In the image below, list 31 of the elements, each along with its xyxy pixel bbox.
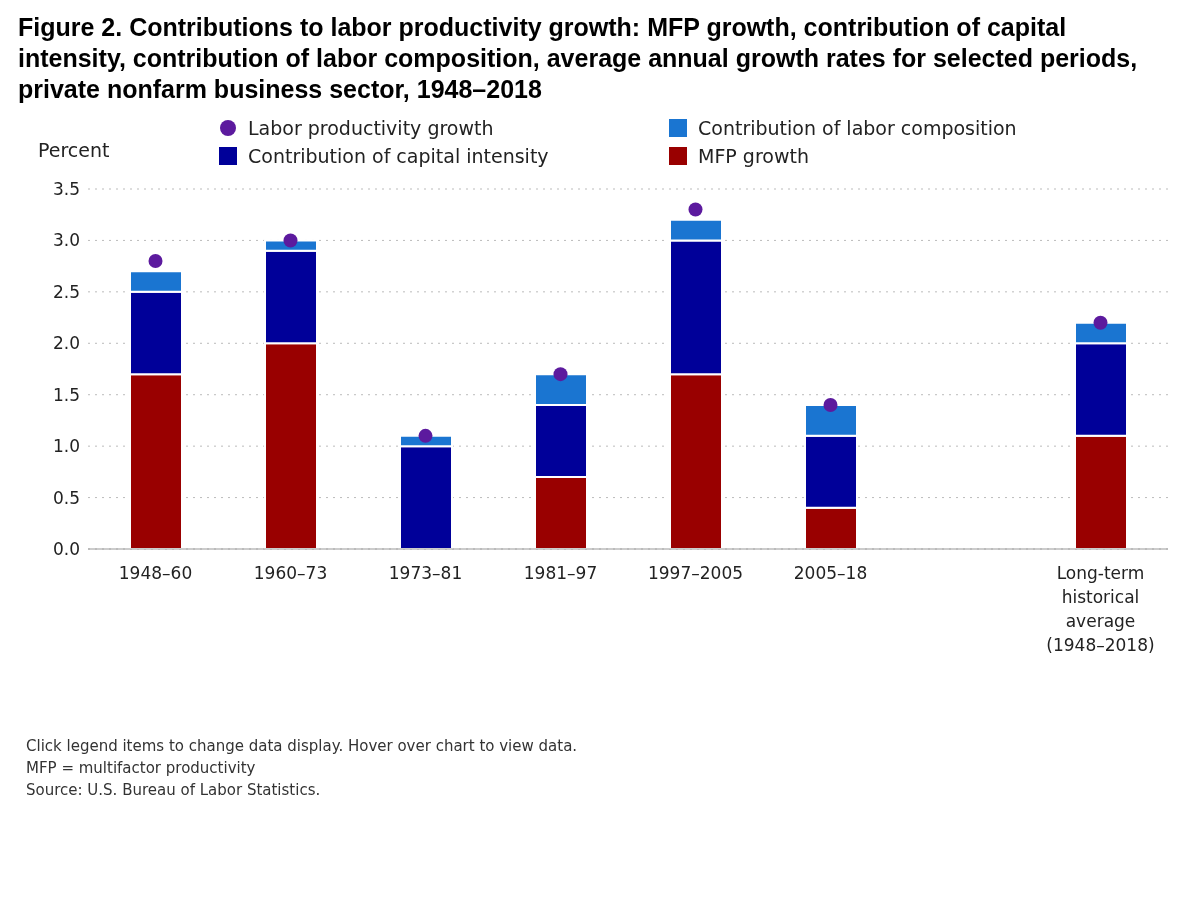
y-axis-title: Percent — [38, 139, 110, 161]
y-tick-label: 3.5 — [52, 179, 80, 200]
point — [553, 367, 568, 382]
y-tick-label: 2.0 — [52, 333, 80, 354]
legend-label: Contribution of labor composition — [698, 117, 1017, 139]
point — [688, 202, 703, 217]
legend-label: Labor productivity growth — [248, 117, 494, 139]
point — [823, 398, 838, 412]
y-tick-label: 2.5 — [52, 281, 80, 302]
y-tick-label: 0.5 — [52, 487, 80, 508]
y-tick-label: 1.0 — [52, 436, 80, 457]
x-tick-label: 1948–60 — [118, 563, 193, 583]
legend-label: Contribution of capital intensity — [248, 145, 549, 167]
y-tick-label: 3.0 — [52, 230, 80, 251]
chart-title: Figure 2. Contributions to labor productivity growth: MFP growth, contribution of capital intensity, contribution of labor composition, average annual growth rates for selected periods, private nonfarm business sector, 1948–2018 — [17, 12, 1139, 105]
point — [1093, 315, 1108, 330]
point — [148, 254, 163, 268]
y-tick-label: 1.5 — [52, 384, 80, 405]
x-tick-label: 1981–97 — [523, 563, 598, 583]
point — [418, 428, 433, 443]
y-tick-label: 0.0 — [52, 539, 80, 560]
x-tick-label: 2005–18 — [793, 563, 868, 583]
x-tick-label: 1973–81 — [388, 563, 463, 583]
source-note: Source: U.S. Bureau of Labor Statistics. — [26, 780, 322, 801]
legend-label: MFP growth — [698, 145, 809, 167]
x-tick-label: 1960–73 — [253, 563, 328, 583]
text: Click legend items to change data display. Hover over chart to view data. — [26, 736, 579, 757]
x-tick-label: Long-term historical average (1948–2018) — [1046, 563, 1155, 655]
point — [283, 233, 298, 248]
text: MFP = multifactor productivity — [26, 758, 257, 779]
x-tick-label: 1997–2005 — [647, 563, 744, 583]
